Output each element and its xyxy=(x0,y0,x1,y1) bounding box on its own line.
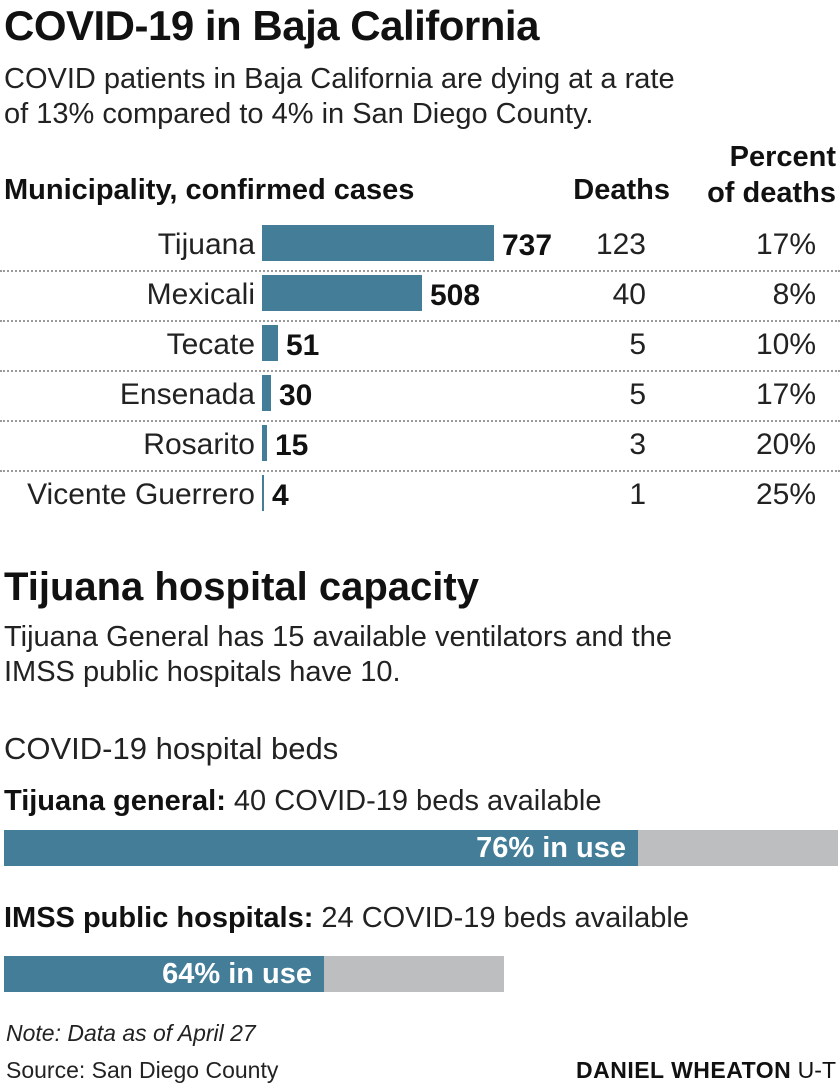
row-divider xyxy=(0,370,840,372)
table-row: Ensenada 30 5 17% xyxy=(0,372,840,422)
row-divider xyxy=(0,270,840,272)
beds-heading: COVID-19 hospital beds xyxy=(4,731,339,766)
confirmed-cases-bar xyxy=(262,325,278,361)
confirmed-cases-bar xyxy=(262,475,264,511)
deaths-value: 5 xyxy=(629,378,646,411)
table-row: Rosarito 15 3 20% xyxy=(0,422,840,472)
percent-of-deaths-value: 17% xyxy=(755,228,816,261)
deaths-value: 5 xyxy=(629,328,646,361)
percent-of-deaths-value: 17% xyxy=(755,378,816,411)
bed-bar-label-tijuana: Tijuana general: 40 COVID-19 beds availa… xyxy=(4,785,601,818)
confirmed-cases-bar xyxy=(262,375,271,411)
column-header-percent-line2: of deaths xyxy=(707,177,836,209)
confirmed-cases-value: 737 xyxy=(502,229,553,262)
credit-text: DANIEL WHEATON U-T xyxy=(576,1057,836,1084)
row-divider xyxy=(0,320,840,322)
bed-bar-fill-imss: 64% in use xyxy=(4,956,324,992)
deaths-value: 3 xyxy=(629,428,646,461)
bed-bar-label-imss: IMSS public hospitals: 24 COVID-19 beds … xyxy=(4,902,689,935)
confirmed-cases-value: 4 xyxy=(272,479,289,512)
chart-subtitle: COVID patients in Baja California are dy… xyxy=(4,62,675,132)
percent-of-deaths-value: 8% xyxy=(772,278,816,311)
municipality-name: Rosarito xyxy=(143,428,255,461)
municipality-name: Tecate xyxy=(166,328,255,361)
credit-name: DANIEL WHEATON xyxy=(576,1057,792,1083)
deaths-value: 123 xyxy=(595,228,646,261)
percent-of-deaths-value: 25% xyxy=(755,478,816,511)
percent-of-deaths-value: 20% xyxy=(755,428,816,461)
column-header-municipality: Municipality, confirmed cases xyxy=(4,174,415,206)
municipality-name: Tijuana xyxy=(157,228,255,261)
confirmed-cases-value: 508 xyxy=(430,279,481,312)
subtitle-line-1: COVID patients in Baja California are dy… xyxy=(4,63,675,95)
source-text: Source: San Diego County xyxy=(6,1057,279,1083)
bed-bar-label-rest: 40 COVID-19 beds available xyxy=(225,785,602,817)
row-divider xyxy=(0,420,840,422)
bed-bar-label-bold: Tijuana general: xyxy=(4,785,226,817)
column-header-percent-line1: Percent xyxy=(729,141,836,173)
municipality-name: Mexicali xyxy=(146,278,255,311)
chart-title: COVID-19 in Baja California xyxy=(4,2,539,49)
municipality-name: Vicente Guerrero xyxy=(27,478,255,511)
confirmed-cases-value: 15 xyxy=(275,429,309,462)
confirmed-cases-value: 51 xyxy=(286,329,320,362)
table-row: Vicente Guerrero 4 1 25% xyxy=(0,472,840,522)
percent-of-deaths-value: 10% xyxy=(755,328,816,361)
table-row: Tijuana 737 123 17% xyxy=(0,222,840,272)
confirmed-cases-value: 30 xyxy=(279,379,313,412)
deaths-value: 1 xyxy=(629,478,646,511)
table-row: Tecate 51 5 10% xyxy=(0,322,840,372)
section-heading-hospital-capacity: Tijuana hospital capacity xyxy=(4,565,479,609)
confirmed-cases-bar xyxy=(262,225,494,261)
confirmed-cases-bar xyxy=(262,275,422,311)
capacity-text: Tijuana General has 15 available ventila… xyxy=(4,620,672,690)
table-row: Mexicali 508 40 8% xyxy=(0,272,840,322)
capacity-text-line-1: Tijuana General has 15 available ventila… xyxy=(4,621,672,653)
note-text: Note: Data as of April 27 xyxy=(6,1020,256,1046)
subtitle-line-2: of 13% compared to 4% in San Diego Count… xyxy=(4,98,594,130)
bed-bar-track-imss: 64% in use xyxy=(4,956,504,992)
bed-bar-fill-tijuana: 76% in use xyxy=(4,830,638,866)
row-divider xyxy=(0,470,840,472)
bed-bar-label-bold: IMSS public hospitals: xyxy=(4,902,314,934)
bed-bar-track-tijuana: 76% in use xyxy=(4,830,838,866)
confirmed-cases-bar xyxy=(262,425,267,461)
column-header-deaths: Deaths xyxy=(573,174,670,206)
capacity-text-line-2: IMSS public hospitals have 10. xyxy=(4,656,401,688)
column-header-percent: Percent of deaths xyxy=(707,139,836,211)
bed-bar-label-rest: 24 COVID-19 beds available xyxy=(313,902,689,934)
deaths-value: 40 xyxy=(612,278,646,311)
municipality-name: Ensenada xyxy=(119,378,255,411)
credit-org: U-T xyxy=(791,1057,836,1083)
